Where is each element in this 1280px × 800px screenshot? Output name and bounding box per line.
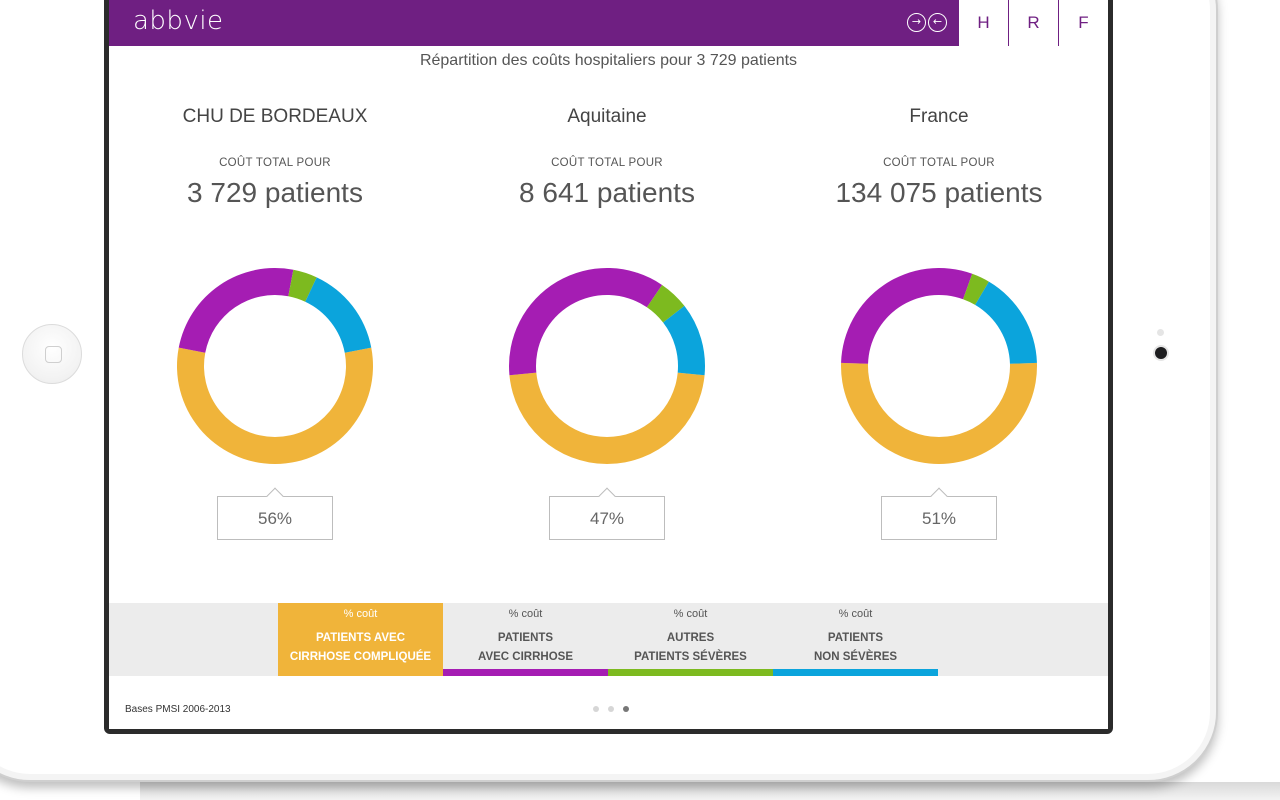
donut-chart-chu-bordeaux[interactable] bbox=[175, 266, 375, 466]
legend-item-cirrhose[interactable]: % coût PATIENTS AVEC CIRRHOSE bbox=[443, 603, 608, 676]
legend-metric: % coût bbox=[673, 608, 708, 620]
legend-item-non-severes[interactable]: % coût PATIENTS NON SÉVÈRES bbox=[773, 603, 938, 676]
callout-pointer bbox=[598, 487, 616, 505]
legend-item-autres-severes[interactable]: % coût AUTRES PATIENTS SÉVÈRES bbox=[608, 603, 773, 676]
donut-slice-2[interactable] bbox=[288, 269, 317, 302]
callout-value: 51% bbox=[921, 509, 957, 528]
legend-color-bar bbox=[773, 669, 938, 676]
app-view: abbvie → ← H R F Répartition des coûts h… bbox=[109, 0, 1108, 729]
legend-metric: % coût bbox=[343, 608, 378, 620]
donut-slice-0[interactable] bbox=[509, 372, 705, 465]
legend-label-line1: AUTRES bbox=[666, 632, 715, 644]
donut-slice-0[interactable] bbox=[841, 362, 1037, 465]
percentage-callout: 56% bbox=[217, 487, 333, 540]
legend-label-line1: PATIENTS AVEC bbox=[315, 632, 406, 644]
legend-item-cirrhose-compliquee[interactable]: % coût PATIENTS AVEC CIRRHOSE COMPLIQUÉE bbox=[278, 603, 443, 676]
page-dot-active[interactable] bbox=[623, 706, 629, 712]
camera-icon bbox=[1155, 347, 1167, 359]
legend-label-line2: CIRRHOSE COMPLIQUÉE bbox=[289, 651, 432, 663]
donut-slice-3[interactable] bbox=[663, 305, 705, 376]
panel-title: France bbox=[909, 106, 969, 127]
panel-title: CHU DE BORDEAUX bbox=[182, 106, 368, 127]
legend-label-line1: PATIENTS bbox=[827, 632, 884, 644]
donut-slice-1[interactable] bbox=[178, 268, 294, 353]
legend-band bbox=[109, 603, 1108, 676]
panel-patient-count: 134 075 patients bbox=[835, 177, 1043, 208]
source-note: Bases PMSI 2006-2013 bbox=[125, 704, 231, 715]
legend-metric: % coût bbox=[838, 608, 873, 620]
donut-slice-2[interactable] bbox=[963, 273, 989, 305]
legend-color-bar bbox=[608, 669, 773, 676]
tab-f[interactable]: F bbox=[1058, 0, 1108, 46]
panel-aquitaine: Aquitaine COÛT TOTAL POUR 8 641 patients bbox=[462, 106, 752, 209]
home-button[interactable] bbox=[22, 324, 82, 384]
percentage-callout: 47% bbox=[549, 487, 665, 540]
arrow-left-circle-icon[interactable]: ← bbox=[928, 13, 947, 32]
donut-slice-1[interactable] bbox=[509, 268, 663, 376]
donut-slice-3[interactable] bbox=[975, 281, 1037, 364]
tablet-screen: abbvie → ← H R F Répartition des coûts h… bbox=[104, 0, 1113, 734]
donut-slice-0[interactable] bbox=[176, 347, 373, 464]
donut-slice-1[interactable] bbox=[841, 268, 973, 364]
donut-slice-3[interactable] bbox=[305, 277, 372, 353]
donut-chart-aquitaine[interactable] bbox=[507, 266, 707, 466]
callout-value: 56% bbox=[257, 509, 293, 528]
device-shadow bbox=[140, 782, 1280, 800]
callout-pointer bbox=[930, 487, 948, 505]
legend-label-line2: NON SÉVÈRES bbox=[813, 651, 898, 663]
panel-france: France COÛT TOTAL POUR 134 075 patients bbox=[794, 106, 1084, 209]
callout-value: 47% bbox=[589, 509, 625, 528]
legend-metric: % coût bbox=[508, 608, 543, 620]
page-dot[interactable] bbox=[608, 706, 614, 712]
tab-r[interactable]: R bbox=[1008, 0, 1058, 46]
legend-label: PATIENTS AVEC CIRRHOSE bbox=[443, 629, 608, 667]
arrow-right-circle-icon[interactable]: → bbox=[907, 13, 926, 32]
panel-title: Aquitaine bbox=[567, 106, 647, 127]
panel-caption: COÛT TOTAL POUR bbox=[883, 157, 995, 169]
legend-label: AUTRES PATIENTS SÉVÈRES bbox=[608, 629, 773, 667]
top-bar: abbvie → ← H R F bbox=[109, 0, 1108, 46]
home-square-icon bbox=[45, 346, 62, 363]
panel-chu-bordeaux: CHU DE BORDEAUX COÛT TOTAL POUR 3 729 pa… bbox=[130, 106, 420, 209]
brand-logo: abbvie bbox=[133, 6, 224, 36]
tab-bar: H R F bbox=[958, 0, 1108, 46]
legend-label-line1: PATIENTS bbox=[497, 632, 554, 644]
panel-caption: COÛT TOTAL POUR bbox=[219, 157, 331, 169]
page-title: Répartition des coûts hospitaliers pour … bbox=[419, 52, 798, 69]
panel-patient-count: 8 641 patients bbox=[519, 177, 695, 208]
legend-label: PATIENTS AVEC CIRRHOSE COMPLIQUÉE bbox=[278, 629, 443, 667]
legend-color-bar bbox=[443, 669, 608, 676]
page-indicator bbox=[593, 706, 629, 712]
callout-pointer bbox=[266, 487, 284, 505]
legend-label-line2: AVEC CIRRHOSE bbox=[478, 651, 573, 663]
legend-label-line2: PATIENTS SÉVÈRES bbox=[634, 651, 747, 663]
panel-patient-count: 3 729 patients bbox=[187, 177, 363, 208]
page-dot[interactable] bbox=[593, 706, 599, 712]
donut-slice-2[interactable] bbox=[646, 284, 685, 323]
percentage-callout: 51% bbox=[881, 487, 997, 540]
donut-chart-france[interactable] bbox=[839, 266, 1039, 466]
legend-color-bar bbox=[278, 669, 443, 676]
tab-h[interactable]: H bbox=[958, 0, 1008, 46]
legend-label: PATIENTS NON SÉVÈRES bbox=[773, 629, 938, 667]
sensor-icon bbox=[1157, 329, 1164, 336]
panel-caption: COÛT TOTAL POUR bbox=[551, 157, 663, 169]
